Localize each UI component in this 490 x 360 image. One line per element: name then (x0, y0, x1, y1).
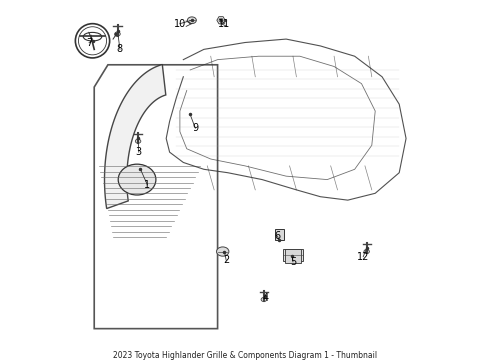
Ellipse shape (261, 297, 267, 302)
Text: 5: 5 (290, 257, 296, 267)
Ellipse shape (188, 17, 196, 23)
Ellipse shape (364, 249, 369, 253)
Polygon shape (104, 64, 166, 208)
FancyBboxPatch shape (275, 229, 284, 239)
Ellipse shape (115, 32, 120, 36)
Text: 10: 10 (174, 19, 186, 29)
Text: 6: 6 (274, 231, 281, 241)
Text: 12: 12 (357, 252, 369, 262)
Text: 9: 9 (192, 123, 198, 133)
Text: 11: 11 (219, 19, 231, 29)
Ellipse shape (217, 247, 229, 256)
Text: 3: 3 (136, 147, 142, 157)
Text: 2: 2 (223, 255, 229, 265)
Text: 1: 1 (144, 180, 150, 190)
FancyBboxPatch shape (283, 249, 303, 261)
FancyBboxPatch shape (286, 249, 300, 262)
Ellipse shape (118, 164, 156, 195)
Text: 7: 7 (86, 37, 92, 48)
Text: 8: 8 (117, 44, 123, 54)
Text: 2023 Toyota Highlander Grille & Components Diagram 1 - Thumbnail: 2023 Toyota Highlander Grille & Componen… (113, 351, 377, 360)
Ellipse shape (135, 139, 141, 143)
Text: 4: 4 (263, 293, 269, 303)
